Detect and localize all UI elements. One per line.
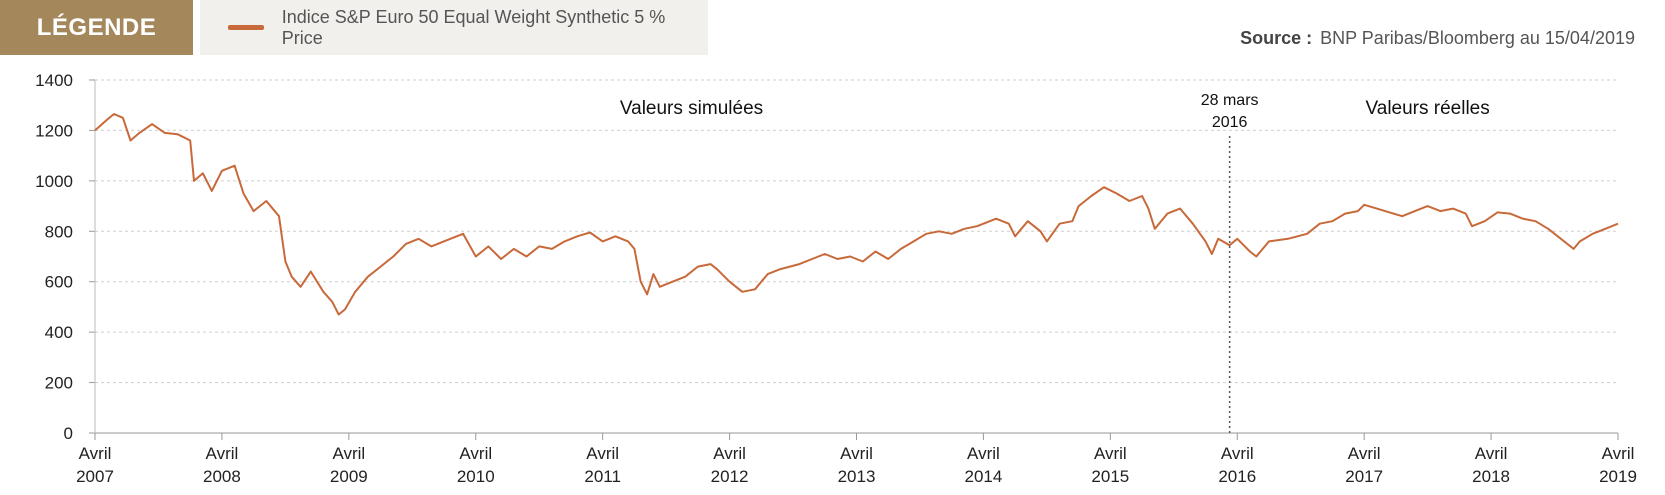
x-axis-ticks: Avril 2007 Avril 2008 Avril 2009 Avril 2010 Avri… [76,433,1637,486]
x-tick-label-month: Avril [1475,444,1508,463]
y-tick-label: 400 [45,323,73,342]
source-label: Source : [1240,28,1313,48]
y-axis-ticks: 0 200 400 600 800 1000 1200 1400 [35,71,95,443]
x-tick-label-month: Avril [1094,444,1127,463]
legend-box: Indice S&P Euro 50 Equal Weight Syntheti… [200,0,708,55]
x-tick-label-month: Avril [79,444,112,463]
grid-lines [95,79,1618,384]
x-tick-label-year: 2009 [330,467,368,486]
y-tick-label: 800 [45,222,73,241]
x-tick-label-year: 2010 [457,467,495,486]
x-tick-label-year: 2017 [1345,467,1383,486]
x-tick-label-month: Avril [967,444,1000,463]
x-tick-label-year: 2008 [203,467,241,486]
x-tick-label-month: Avril [713,444,746,463]
y-tick-label: 1400 [35,71,73,90]
legend-tag-label: LÉGENDE [36,13,157,41]
x-tick-label-month: Avril [459,444,492,463]
y-tick-label: 600 [45,273,73,292]
x-tick-label-year: 2018 [1472,467,1510,486]
x-tick-label-month: Avril [206,444,239,463]
legend-swatch [228,25,264,30]
x-tick-label-year: 2015 [1091,467,1129,486]
x-tick-label-year: 2011 [584,467,621,486]
source-text: BNP Paribas/Bloomberg au 15/04/2019 [1320,28,1635,48]
x-tick-label-month: Avril [586,444,619,463]
annotation-marker-line2: 2016 [1212,114,1248,131]
legend-series-label: Indice S&P Euro 50 Equal Weight Syntheti… [281,6,666,48]
x-tick-label-month: Avril [332,444,365,463]
x-tick-label-year: 2016 [1218,467,1256,486]
x-tick-label-year: 2012 [711,467,749,486]
annotation-real: Valeurs réelles [1365,98,1489,119]
y-tick-label: 1200 [35,121,73,140]
x-tick-label-year: 2014 [965,467,1003,486]
x-tick-label-month: Avril [1602,444,1635,463]
series-line [94,113,1619,316]
x-tick-label-month: Avril [1221,444,1254,463]
x-tick-label-year: 2013 [838,467,876,486]
x-tick-label-year: 2007 [76,467,114,486]
x-tick-label-month: Avril [840,444,873,463]
y-tick-label: 0 [64,424,73,443]
source-note: Source : BNP Paribas/Bloomberg au 15/04/2… [1240,28,1635,49]
y-tick-label: 200 [45,374,73,393]
legend-tag: LÉGENDE [0,0,193,55]
annotation-simulated: Valeurs simulées [620,98,763,119]
x-tick-label-month: Avril [1348,444,1381,463]
y-tick-label: 1000 [35,172,73,191]
x-tick-label-year: 2019 [1599,467,1637,486]
annotation-marker-line1: 28 mars [1201,92,1259,109]
